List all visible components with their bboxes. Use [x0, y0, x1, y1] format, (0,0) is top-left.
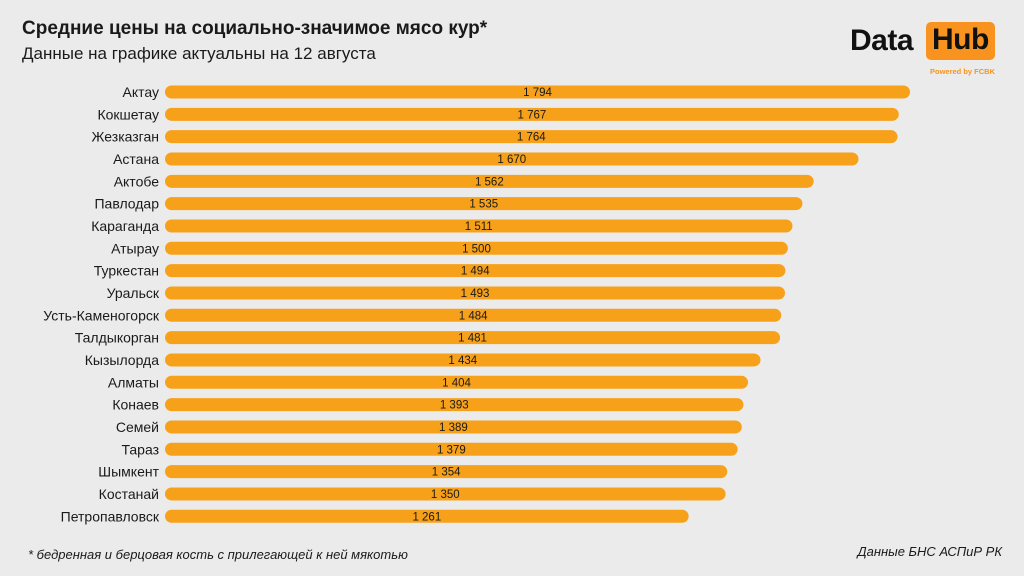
category-label: Алматы: [108, 374, 159, 390]
category-label: Астана: [113, 151, 159, 167]
category-label: Павлодар: [94, 196, 159, 212]
bar: [165, 85, 910, 99]
bar: [165, 398, 744, 412]
value-label: 1 350: [431, 489, 460, 501]
category-label: Атырау: [111, 240, 159, 256]
category-label: Шымкент: [98, 464, 159, 480]
value-label: 1 484: [459, 310, 488, 322]
value-label: 1 764: [517, 132, 546, 144]
value-label: 1 794: [523, 87, 552, 99]
value-label: 1 404: [442, 377, 471, 389]
bar: [165, 152, 859, 166]
bar: [165, 197, 803, 211]
value-label: 1 500: [462, 243, 491, 255]
value-label: 1 562: [475, 176, 504, 188]
category-label: Актобе: [114, 173, 160, 189]
bar: [165, 375, 749, 389]
category-label: Уральск: [107, 285, 160, 301]
category-label: Актау: [122, 84, 159, 100]
category-label: Кызылорда: [85, 352, 159, 368]
value-label: 1 670: [497, 154, 526, 166]
bar: [165, 241, 788, 255]
value-label: 1 393: [440, 400, 469, 412]
bar: [165, 286, 786, 300]
category-label: Кокшетау: [97, 106, 159, 122]
footnote: * бедренная и берцовая кость с прилегающ…: [28, 547, 408, 562]
bar: [165, 509, 689, 523]
value-label: 1 354: [432, 467, 461, 479]
value-label: 1 767: [518, 109, 547, 121]
chart-subtitle: Данные на графике актуальны на 12 август…: [22, 44, 376, 63]
bar: [165, 442, 738, 456]
chart-title: Средние цены на социально-значимое мясо …: [22, 18, 488, 39]
category-label: Талдыкорган: [75, 330, 159, 346]
bar: [165, 219, 793, 233]
value-label: 1 379: [437, 444, 466, 456]
category-label: Петропавловск: [61, 508, 160, 524]
value-label: 1 434: [448, 355, 477, 367]
category-label: Конаев: [112, 397, 159, 413]
value-label: 1 511: [465, 221, 493, 233]
bar: [165, 264, 786, 278]
bar: [165, 107, 899, 121]
bar: [165, 353, 761, 367]
bar: [165, 487, 726, 501]
logo-word-data: Data: [850, 24, 914, 57]
logo-word-hub: Hub: [926, 22, 995, 60]
category-label: Костанай: [99, 486, 159, 502]
value-label: 1 261: [412, 511, 441, 523]
value-label: 1 493: [461, 288, 490, 300]
category-label: Семей: [116, 419, 159, 435]
logo-tagline: Powered by FCBK: [930, 67, 996, 76]
value-label: 1 481: [458, 333, 487, 345]
value-label: 1 494: [461, 266, 490, 278]
category-label: Усть-Каменогорск: [43, 307, 160, 323]
bar: [165, 465, 728, 479]
bar: [165, 174, 814, 188]
category-label: Тараз: [121, 441, 159, 457]
value-label: 1 535: [469, 199, 498, 211]
category-label: Караганда: [91, 218, 159, 234]
category-label: Туркестан: [94, 263, 159, 279]
category-label: Жезказган: [92, 129, 159, 145]
bar: [165, 130, 898, 144]
datahub-logo: Data Hub Powered by FCBK: [848, 22, 1000, 78]
bar: [165, 331, 781, 345]
value-label: 1 389: [439, 422, 468, 434]
bar: [165, 420, 742, 434]
bar: [165, 308, 782, 322]
source-note: Данные БНС АСПиР РК: [857, 544, 1002, 559]
